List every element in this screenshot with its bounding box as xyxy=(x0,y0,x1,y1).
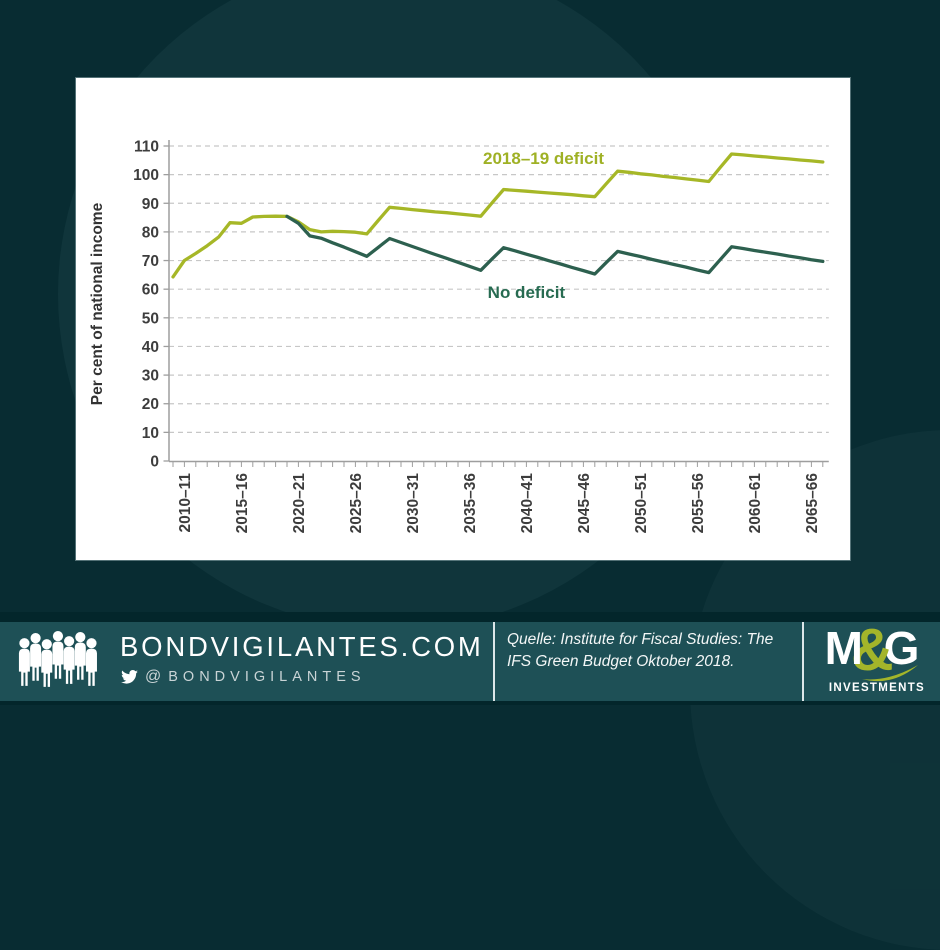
x-tick-label: 2050–51 xyxy=(633,473,650,534)
y-tick-label: 10 xyxy=(142,425,159,442)
footer-bar: BONDVIGILANTES.COM @ BONDVIGILANTES Quel… xyxy=(0,621,940,701)
footer-divider-2 xyxy=(802,622,804,701)
series-line-no-deficit xyxy=(285,214,825,276)
y-tick-label: 70 xyxy=(142,253,159,270)
x-tick-label: 2025–26 xyxy=(348,473,365,534)
x-axis: 2010–11 2015–16 2020–21 2025–26 2030–31 2035–… xyxy=(169,460,829,534)
source-line-2: IFS Green Budget Oktober 2018. xyxy=(507,652,735,670)
slide-background: 0 10 20 30 40 50 60 70 80 90 100 110 2010–11 2015–16 2… xyxy=(0,78,940,705)
x-tick-label: 2010–11 xyxy=(177,473,194,533)
y-axis-title: Per cent of national income xyxy=(89,202,106,405)
chart-panel: 0 10 20 30 40 50 60 70 80 90 100 110 2010–11 2015–16 2… xyxy=(76,78,850,560)
mg-logo-g: G xyxy=(883,622,920,674)
source-citation: Quelle: Institute for Fiscal Studies: Th… xyxy=(507,629,792,672)
footer-divider-1 xyxy=(493,622,495,701)
twitter-icon xyxy=(121,670,138,684)
mg-logo-letters: M & G xyxy=(814,621,928,684)
y-tick-label: 50 xyxy=(142,310,159,327)
mg-logo-m: M xyxy=(824,622,863,674)
x-tick-label: 2040–41 xyxy=(519,473,536,534)
y-tick-label: 40 xyxy=(142,339,159,356)
y-tick-label: 0 xyxy=(150,454,159,471)
twitter-at-symbol: @ xyxy=(145,668,162,685)
x-tick-label: 2015–16 xyxy=(234,473,251,534)
site-url[interactable]: BONDVIGILANTES.COM xyxy=(120,631,484,662)
y-tick-label: 110 xyxy=(134,139,159,156)
y-tick-label: 60 xyxy=(142,282,159,299)
y-tick-label: 90 xyxy=(142,196,159,213)
footer-bottom-strip xyxy=(0,701,940,705)
x-tick-label: 2055–56 xyxy=(690,473,707,534)
series-line-2018-19-deficit xyxy=(171,152,825,279)
mg-logo-ampersand: & xyxy=(850,617,894,683)
mg-logo-swoosh xyxy=(862,665,918,682)
x-tick-label: 2035–36 xyxy=(462,473,479,534)
twitter-handle-row[interactable]: @ BONDVIGILANTES xyxy=(121,668,366,686)
crowd-icon xyxy=(18,631,97,687)
y-tick-label: 30 xyxy=(142,368,159,385)
x-tick-label: 2030–31 xyxy=(405,473,422,534)
y-tick-label: 20 xyxy=(142,396,159,413)
x-tick-label: 2020–21 xyxy=(291,473,308,534)
x-tick-label: 2045–46 xyxy=(576,473,593,534)
series-label-2018-19-deficit: 2018–19 deficit xyxy=(483,149,604,168)
y-axis: 0 10 20 30 40 50 60 70 80 90 100 110 xyxy=(133,139,170,471)
gridlines xyxy=(169,145,829,433)
mg-investments-logo: M & G INVESTMENTS xyxy=(814,621,928,695)
y-tick-label: 80 xyxy=(142,224,159,241)
source-line-1: Quelle: Institute for Fiscal Studies: Th… xyxy=(507,631,774,648)
y-tick-label: 100 xyxy=(133,167,159,184)
x-tick-label: 2060–61 xyxy=(747,473,764,534)
series-label-no-deficit: No deficit xyxy=(488,283,566,302)
footer-separator xyxy=(0,612,940,622)
twitter-handle: BONDVIGILANTES xyxy=(168,669,366,685)
mg-logo-subtitle: INVESTMENTS xyxy=(828,682,925,694)
x-tick-label: 2065–66 xyxy=(804,473,821,534)
